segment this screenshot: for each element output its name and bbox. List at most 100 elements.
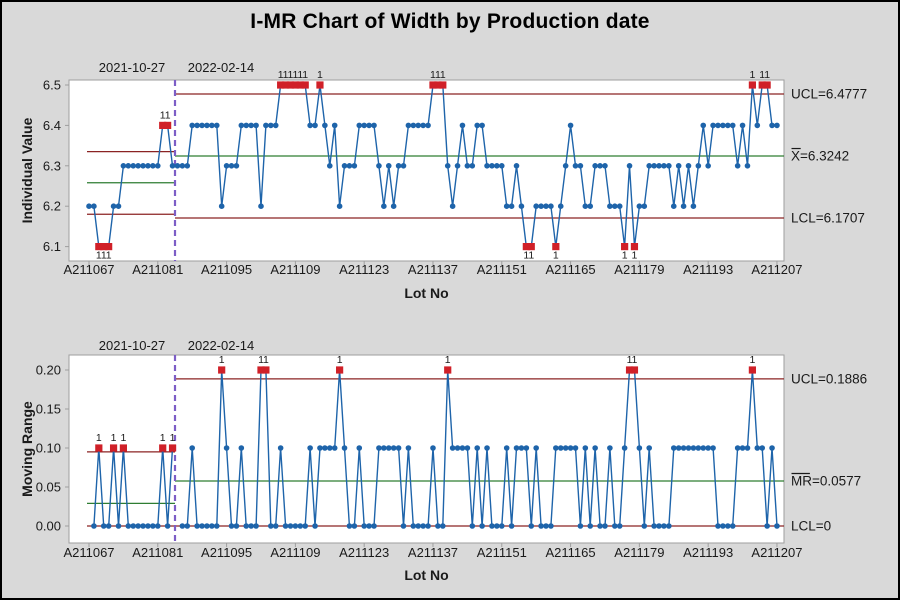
data-point [341, 445, 348, 451]
y-axis-title: Individual Value [19, 117, 35, 223]
data-point [744, 163, 751, 169]
data-point [734, 163, 741, 169]
data-point [366, 122, 372, 129]
flag-label: 1 [292, 69, 298, 81]
ooc-point [763, 81, 771, 89]
stage-label: 2022-02-14 [188, 60, 255, 75]
x-tick-label: A211067 [63, 262, 114, 277]
data-point [100, 523, 107, 529]
data-point [690, 203, 697, 209]
data-point [567, 122, 574, 129]
data-point [405, 445, 412, 451]
data-point [646, 445, 652, 451]
data-point [656, 523, 662, 529]
data-point [346, 163, 353, 169]
data-point [646, 163, 652, 169]
data-point [238, 122, 245, 129]
data-point [218, 203, 225, 209]
flag-label: 1 [297, 69, 303, 81]
data-point [577, 163, 584, 169]
limit-label: MR=0.0577 [791, 473, 861, 488]
data-point [258, 203, 264, 209]
data-point [307, 445, 313, 451]
data-point [641, 523, 648, 529]
data-point [666, 523, 672, 529]
flag-label: 1 [170, 432, 176, 444]
data-point [115, 203, 122, 209]
data-point [223, 445, 230, 451]
flag-label: 1 [749, 69, 755, 81]
flag-label: 1 [749, 354, 755, 366]
flag-label: 1 [258, 354, 264, 366]
data-point [366, 523, 372, 529]
data-point [277, 445, 284, 451]
y-tick-label: 6.2 [43, 199, 61, 214]
data-point [572, 445, 579, 451]
data-point [690, 445, 697, 451]
ooc-point [119, 444, 127, 452]
data-point [263, 122, 269, 129]
data-point [110, 203, 117, 209]
x-tick-label: A211179 [614, 545, 664, 560]
data-point [616, 203, 623, 209]
flag-label: 1 [101, 250, 107, 262]
data-point [287, 523, 294, 529]
x-tick-label: A211193 [683, 545, 733, 560]
ooc-point [262, 366, 270, 374]
data-point [720, 122, 726, 129]
chart-title: I-MR Chart of Width by Production date [250, 10, 650, 33]
flag-label: 1 [317, 69, 323, 81]
data-point [557, 445, 564, 451]
data-point [302, 523, 309, 529]
ooc-point [316, 81, 324, 89]
data-point [774, 122, 780, 129]
data-point [597, 523, 603, 529]
data-point [513, 445, 520, 451]
data-point [86, 203, 92, 209]
data-point [253, 523, 259, 529]
data-point [454, 163, 461, 169]
data-point [489, 163, 495, 169]
data-point [243, 523, 250, 529]
data-point [498, 523, 505, 529]
flag-label: 1 [435, 69, 441, 81]
data-point [356, 122, 363, 129]
data-point [420, 122, 426, 129]
data-point [272, 122, 279, 129]
x-tick-label: A211081 [132, 545, 183, 560]
ooc-point [758, 81, 766, 89]
x-tick-label: A211151 [477, 262, 527, 277]
data-point [184, 523, 191, 529]
data-point [611, 523, 618, 529]
moving-range-chart: 2021-10-27 2022-02-141 1 1 1 11 1 1 1 1 1 1 10.200.1… [19, 338, 867, 583]
data-point [268, 523, 274, 529]
flag-label: 1 [764, 69, 770, 81]
data-point [322, 445, 328, 451]
data-point [317, 445, 323, 451]
data-point [774, 523, 780, 529]
data-point [680, 445, 687, 451]
ooc-point [527, 243, 535, 251]
ooc-point [291, 81, 299, 89]
data-point [199, 122, 205, 129]
data-point [130, 523, 137, 529]
y-tick-label: 0.10 [36, 441, 61, 456]
data-point [199, 523, 205, 529]
data-point [307, 122, 313, 129]
data-point [312, 122, 318, 129]
data-point [464, 445, 471, 451]
data-point [194, 122, 200, 129]
data-point [675, 445, 682, 451]
data-point [331, 445, 338, 451]
data-point [135, 163, 141, 169]
data-point [361, 523, 367, 529]
x-tick-label: A211137 [408, 545, 458, 560]
data-point [376, 163, 382, 169]
ooc-point [95, 444, 103, 452]
data-point [253, 122, 259, 129]
data-point [710, 122, 716, 129]
data-point [209, 523, 215, 529]
flag-label: 1 [430, 69, 436, 81]
data-point [385, 445, 392, 451]
data-point [621, 445, 628, 451]
